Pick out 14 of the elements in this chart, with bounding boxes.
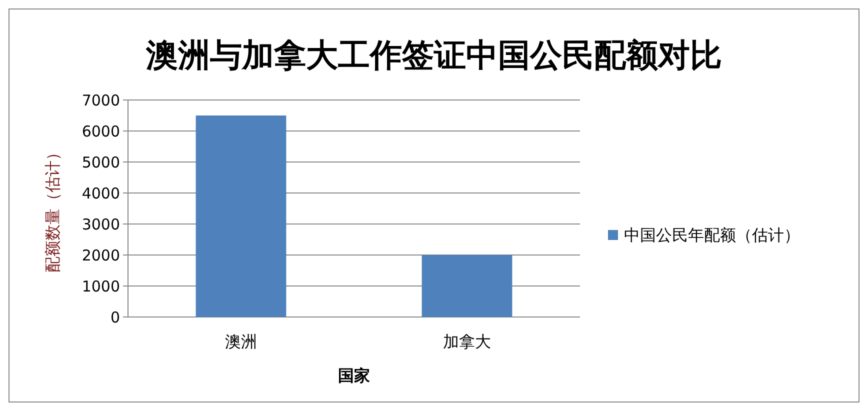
y-tick-label: 4000	[82, 184, 120, 202]
legend-label: 中国公民年配额（估计）	[624, 226, 800, 245]
x-tick-label: 加拿大	[443, 332, 491, 351]
y-tick-label: 5000	[82, 153, 120, 172]
chart-title: 澳洲与加拿大工作签证中国公民配额对比	[145, 36, 722, 74]
y-tick-label: 0	[110, 308, 120, 326]
y-tick-label: 2000	[82, 246, 120, 264]
y-tick-label: 7000	[82, 91, 120, 110]
y-axis-title: 配额数量（估计）	[43, 144, 62, 272]
y-tick-label: 3000	[82, 215, 120, 234]
y-tick-label: 6000	[82, 122, 120, 140]
x-axis-title: 国家	[338, 366, 370, 385]
y-tick-label: 1000	[82, 277, 120, 296]
x-tick-label: 澳洲	[225, 332, 257, 351]
